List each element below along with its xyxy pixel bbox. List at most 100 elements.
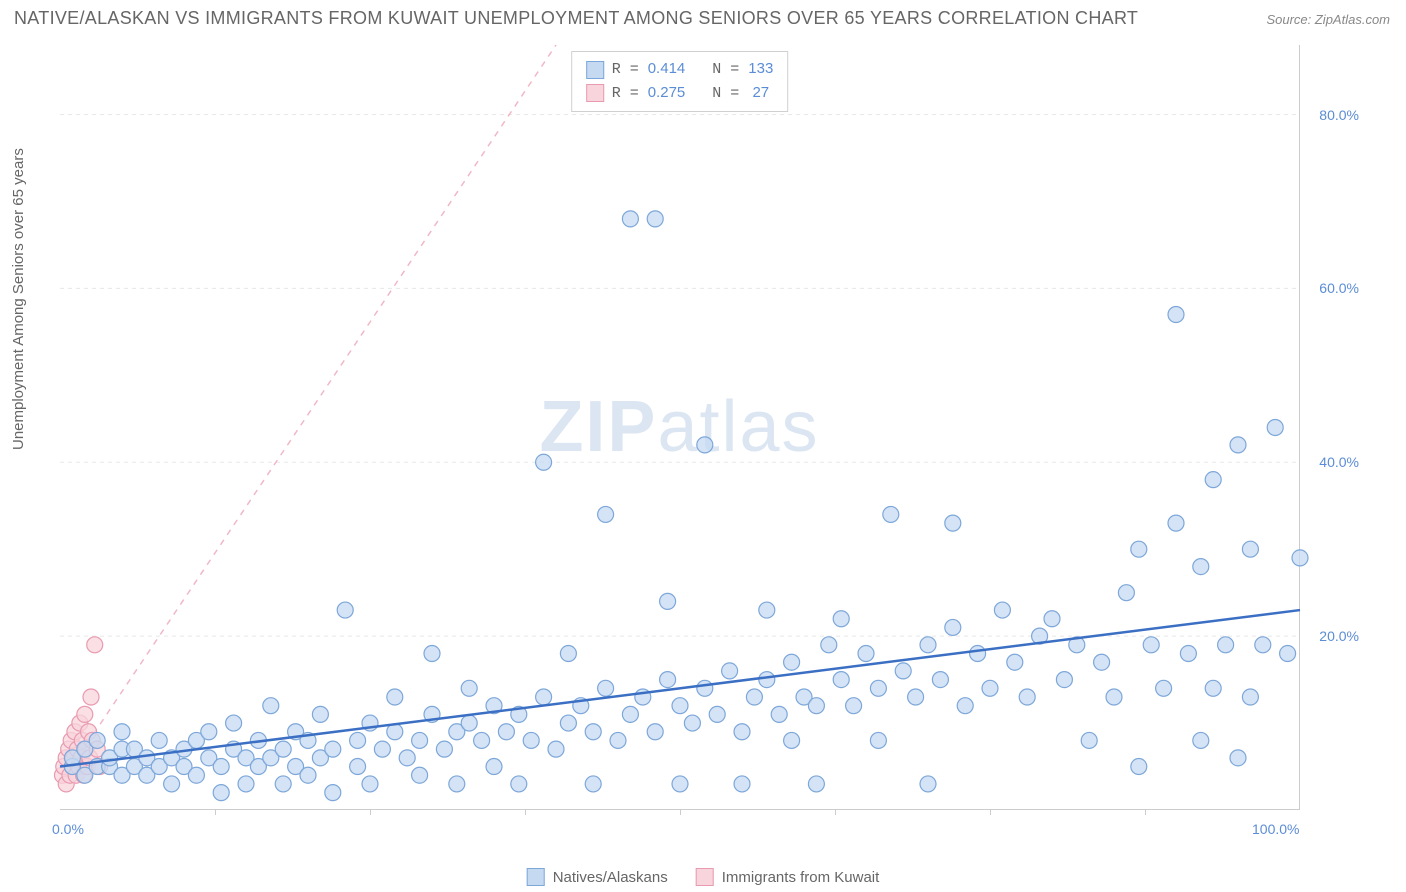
- data-point: [1143, 637, 1159, 653]
- data-point: [734, 724, 750, 740]
- data-point: [622, 706, 638, 722]
- x-tick: [370, 809, 371, 815]
- data-point: [709, 706, 725, 722]
- data-point: [511, 776, 527, 792]
- scatter-svg: [60, 45, 1299, 809]
- data-point: [1242, 541, 1258, 557]
- data-point: [536, 689, 552, 705]
- legend-swatch: [696, 868, 714, 886]
- data-point: [684, 715, 700, 731]
- data-point: [697, 680, 713, 696]
- correlation-legend: R = 0.414 N = 133R = 0.275 N = 27: [571, 51, 789, 112]
- data-point: [201, 724, 217, 740]
- data-point: [647, 211, 663, 227]
- data-point: [560, 715, 576, 731]
- data-point: [1205, 472, 1221, 488]
- legend-row: R = 0.414 N = 133: [586, 58, 774, 82]
- x-tick-label: 100.0%: [1252, 821, 1299, 837]
- data-point: [374, 741, 390, 757]
- data-point: [883, 506, 899, 522]
- data-point: [610, 732, 626, 748]
- data-point: [672, 776, 688, 792]
- data-point: [1056, 672, 1072, 688]
- data-point: [461, 715, 477, 731]
- data-point: [1156, 680, 1172, 696]
- data-point: [1106, 689, 1122, 705]
- data-point: [87, 637, 103, 653]
- data-point: [399, 750, 415, 766]
- legend-label: Immigrants from Kuwait: [722, 869, 880, 886]
- data-point: [498, 724, 514, 740]
- data-point: [188, 767, 204, 783]
- data-point: [598, 680, 614, 696]
- data-point: [784, 732, 800, 748]
- data-point: [213, 759, 229, 775]
- data-point: [1168, 306, 1184, 322]
- legend-swatch: [586, 84, 604, 102]
- data-point: [1193, 732, 1209, 748]
- data-point: [870, 732, 886, 748]
- data-point: [585, 724, 601, 740]
- data-point: [982, 680, 998, 696]
- data-point: [833, 672, 849, 688]
- data-point: [114, 724, 130, 740]
- data-point: [759, 672, 775, 688]
- data-point: [858, 646, 874, 662]
- data-point: [821, 637, 837, 653]
- data-point: [932, 672, 948, 688]
- data-point: [1218, 637, 1234, 653]
- data-point: [1094, 654, 1110, 670]
- data-point: [970, 646, 986, 662]
- data-point: [387, 689, 403, 705]
- data-point: [920, 637, 936, 653]
- y-axis-label: Unemployment Among Seniors over 65 years: [10, 148, 27, 450]
- data-point: [275, 776, 291, 792]
- legend-swatch: [586, 61, 604, 79]
- data-point: [362, 776, 378, 792]
- data-point: [808, 698, 824, 714]
- data-point: [1205, 680, 1221, 696]
- data-point: [523, 732, 539, 748]
- x-tick: [215, 809, 216, 815]
- data-point: [1292, 550, 1308, 566]
- data-point: [722, 663, 738, 679]
- data-point: [1242, 689, 1258, 705]
- data-point: [870, 680, 886, 696]
- data-point: [350, 759, 366, 775]
- data-point: [660, 672, 676, 688]
- data-point: [350, 732, 366, 748]
- x-tick: [990, 809, 991, 815]
- data-point: [759, 602, 775, 618]
- data-point: [1131, 541, 1147, 557]
- data-point: [1193, 559, 1209, 575]
- chart-title: NATIVE/ALASKAN VS IMMIGRANTS FROM KUWAIT…: [14, 8, 1138, 29]
- data-point: [1255, 637, 1271, 653]
- data-point: [1168, 515, 1184, 531]
- data-point: [908, 689, 924, 705]
- data-point: [808, 776, 824, 792]
- data-point: [548, 741, 564, 757]
- legend-label: Natives/Alaskans: [553, 869, 668, 886]
- data-point: [238, 776, 254, 792]
- data-point: [89, 732, 105, 748]
- data-point: [585, 776, 601, 792]
- data-point: [1267, 420, 1283, 436]
- y-tick-label: 40.0%: [1319, 454, 1359, 470]
- data-point: [461, 680, 477, 696]
- data-point: [833, 611, 849, 627]
- data-point: [598, 506, 614, 522]
- data-point: [213, 785, 229, 801]
- data-point: [957, 698, 973, 714]
- data-point: [151, 732, 167, 748]
- data-point: [846, 698, 862, 714]
- data-point: [945, 619, 961, 635]
- data-point: [412, 732, 428, 748]
- y-tick-label: 60.0%: [1319, 280, 1359, 296]
- data-point: [536, 454, 552, 470]
- data-point: [560, 646, 576, 662]
- legend-row: R = 0.275 N = 27: [586, 82, 774, 106]
- data-point: [1118, 585, 1134, 601]
- x-tick: [835, 809, 836, 815]
- x-tick-label: 0.0%: [52, 821, 84, 837]
- data-point: [1044, 611, 1060, 627]
